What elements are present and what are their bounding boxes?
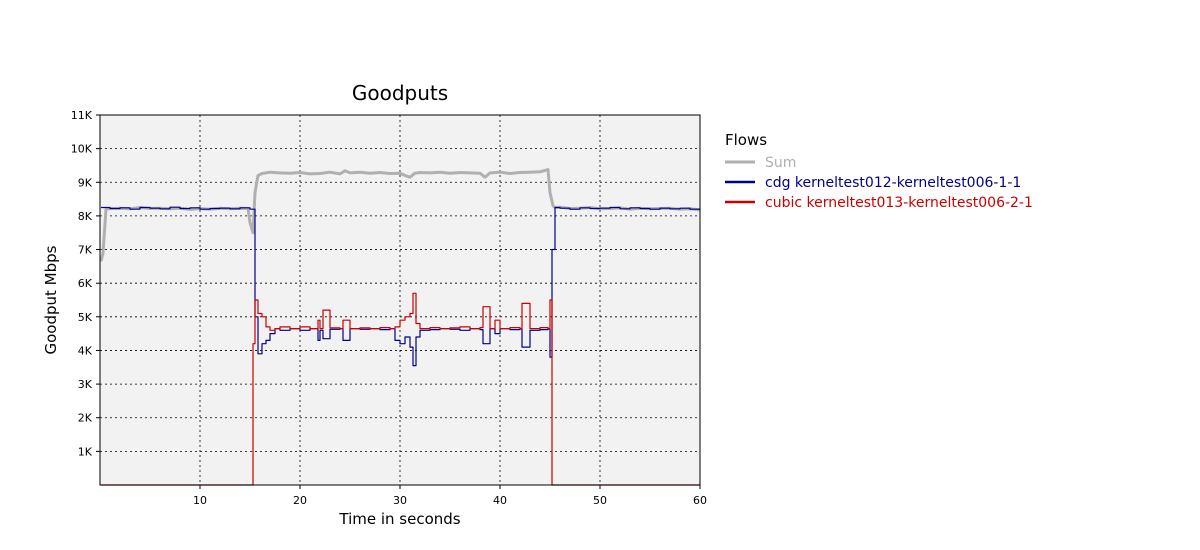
y-axis-title: Goodput Mbps [42, 245, 60, 354]
y-tick-label: 10K [71, 143, 93, 156]
y-tick-label: 7K [78, 244, 93, 257]
y-tick-label: 2K [78, 412, 93, 425]
y-tick-label: 3K [78, 378, 93, 391]
y-tick-label: 1K [78, 445, 93, 458]
axes: 10 20 30 40 50 60 1K 2K 3K 4K 5K 6K 7K 8K 9K 10K 11K [71, 109, 707, 507]
y-tick-label: 5K [78, 311, 93, 324]
chart-title: Goodputs [352, 81, 448, 105]
x-axis-title: Time in seconds [338, 510, 460, 528]
y-tick-label: 6K [78, 277, 93, 290]
legend-label-3: cubic kerneltest013-kerneltest006-2-1 [765, 195, 1033, 211]
series-line-3 [101, 292, 700, 486]
x-tick-label: 20 [293, 494, 307, 507]
x-tick-label: 50 [593, 494, 607, 507]
x-tick-label: 30 [393, 494, 407, 507]
series-layer [99, 168, 701, 486]
y-tick-label: 9K [78, 176, 93, 189]
legend: Flows Sum cdg kerneltest012-kerneltest006… [725, 131, 1033, 211]
x-tick-label: 40 [493, 494, 507, 507]
legend-label-2: cdg kerneltest012-kerneltest006-1-1 [765, 175, 1021, 191]
legend-label-1: Sum [765, 155, 796, 171]
legend-title: Flows [725, 131, 767, 149]
series-line-2 [101, 206, 701, 367]
x-tick-label: 60 [693, 494, 707, 507]
y-tick-label: 8K [78, 210, 93, 223]
y-tick-label: 11K [71, 109, 93, 122]
x-tick-label: 10 [193, 494, 207, 507]
y-tick-label: 4K [78, 344, 93, 357]
